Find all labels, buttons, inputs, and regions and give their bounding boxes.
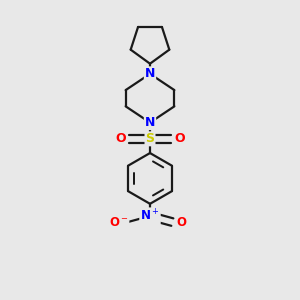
Text: S: S: [146, 132, 154, 145]
Text: O: O: [176, 216, 187, 229]
Text: O: O: [115, 132, 126, 145]
Text: O$^-$: O$^-$: [109, 216, 128, 229]
Text: N$^+$: N$^+$: [140, 208, 160, 224]
Text: N: N: [145, 68, 155, 80]
Text: O: O: [174, 132, 185, 145]
Text: N: N: [145, 116, 155, 129]
